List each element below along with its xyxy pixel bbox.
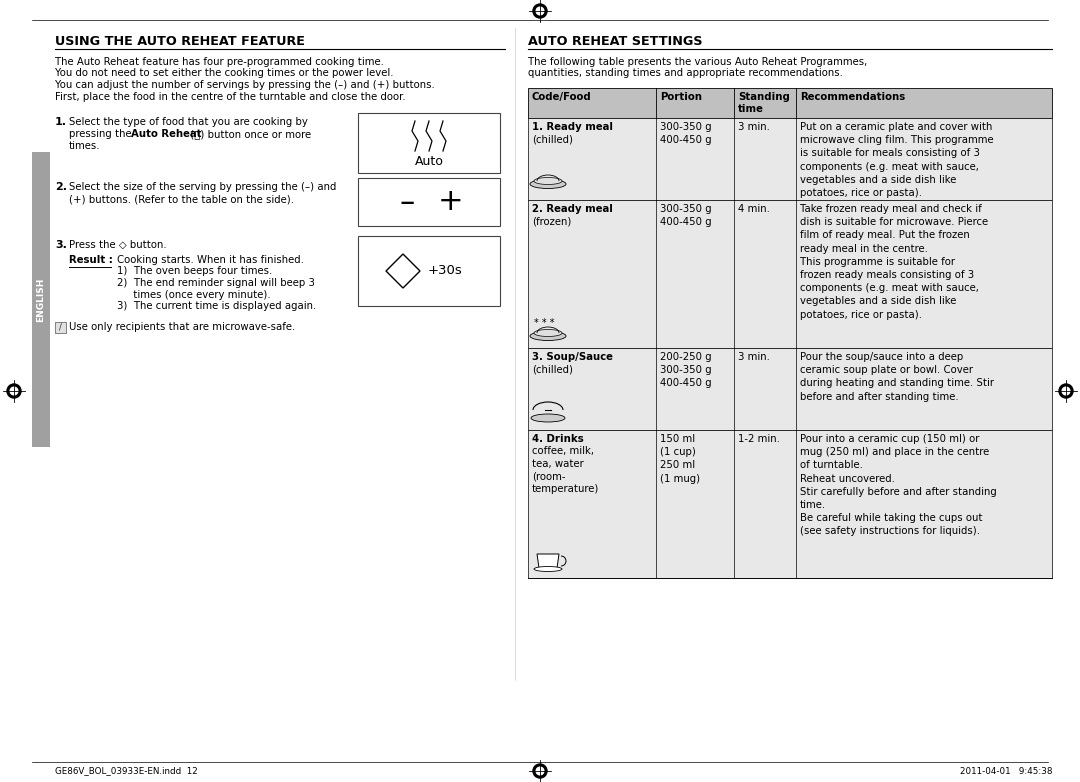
Ellipse shape (534, 178, 562, 185)
Bar (357, 113, 500, 173)
Text: 4. Drinks: 4. Drinks (532, 434, 584, 444)
Text: 1-2 min.: 1-2 min. (738, 434, 780, 444)
Ellipse shape (531, 414, 565, 422)
Circle shape (10, 387, 18, 395)
Circle shape (536, 7, 544, 15)
Polygon shape (537, 554, 559, 568)
Text: The Auto Reheat feature has four pre-programmed cooking time.: The Auto Reheat feature has four pre-pro… (55, 57, 383, 67)
Text: AUTO REHEAT SETTINGS: AUTO REHEAT SETTINGS (528, 35, 702, 48)
Ellipse shape (534, 566, 562, 572)
Text: 3 min.: 3 min. (738, 122, 770, 132)
Circle shape (536, 767, 544, 775)
Text: /: / (59, 322, 62, 331)
Text: Put on a ceramic plate and cover with
microwave cling film. This programme
is su: Put on a ceramic plate and cover with mi… (800, 122, 994, 198)
Bar (528, 430, 1052, 578)
Text: 1)  The oven beeps four times.: 1) The oven beeps four times. (117, 267, 272, 277)
Text: 2.: 2. (55, 182, 67, 192)
Text: pressing the: pressing the (69, 129, 135, 139)
Text: ENGLISH: ENGLISH (37, 278, 45, 321)
Text: quantities, standing times and appropriate recommendations.: quantities, standing times and appropria… (528, 69, 842, 78)
Text: Cooking starts. When it has finished.: Cooking starts. When it has finished. (117, 255, 303, 265)
Text: 2011-04-01   9:45:38: 2011-04-01 9:45:38 (959, 766, 1052, 776)
Text: (chilled): (chilled) (532, 134, 573, 144)
Bar (528, 88, 1052, 118)
Circle shape (1062, 387, 1070, 395)
Text: Auto: Auto (415, 155, 444, 168)
Text: Pour into a ceramic cup (150 ml) or
mug (250 ml) and place in the centre
of turn: Pour into a ceramic cup (150 ml) or mug … (800, 434, 997, 536)
Bar (528, 200, 1052, 348)
Text: (+) buttons. (Refer to the table on the side).: (+) buttons. (Refer to the table on the … (69, 194, 294, 204)
Text: 1.: 1. (55, 117, 67, 127)
Text: Press the ◇ button.: Press the ◇ button. (69, 240, 166, 250)
Text: 2)  The end reminder signal will beep 3: 2) The end reminder signal will beep 3 (117, 278, 315, 288)
Bar (528, 118, 1052, 200)
Text: First, place the food in the centre of the turntable and close the door.: First, place the food in the centre of t… (55, 91, 406, 102)
Text: (chilled): (chilled) (532, 364, 573, 374)
Text: GE86V_BOL_03933E-EN.indd  12: GE86V_BOL_03933E-EN.indd 12 (55, 766, 198, 776)
Text: Code/Food: Code/Food (532, 92, 592, 102)
Text: 4 min.: 4 min. (738, 204, 770, 214)
Text: Select the type of food that you are cooking by: Select the type of food that you are coo… (69, 117, 308, 127)
Circle shape (534, 764, 546, 778)
Text: You do not need to set either the cooking times or the power level.: You do not need to set either the cookin… (55, 69, 393, 78)
Text: 1. Ready meal: 1. Ready meal (532, 122, 613, 132)
Text: You can adjust the number of servings by pressing the (–) and (+) buttons.: You can adjust the number of servings by… (55, 80, 435, 90)
Text: 3 min.: 3 min. (738, 352, 770, 362)
Text: +: + (438, 188, 463, 217)
Text: 3)  The current time is displayed again.: 3) The current time is displayed again. (117, 301, 316, 311)
Text: Portion: Portion (660, 92, 702, 102)
Circle shape (534, 4, 546, 18)
Text: 300-350 g
400-450 g: 300-350 g 400-450 g (660, 204, 712, 228)
Text: Use only recipients that are microwave-safe.: Use only recipients that are microwave-s… (69, 321, 295, 332)
Text: Recommendations: Recommendations (800, 92, 905, 102)
Text: Select the size of the serving by pressing the (–) and: Select the size of the serving by pressi… (69, 182, 336, 192)
Text: coffee, milk,
tea, water
(room-
temperature): coffee, milk, tea, water (room- temperat… (532, 446, 599, 494)
Bar (32, 152, 50, 447)
Text: Auto Reheat: Auto Reheat (131, 129, 202, 139)
Text: Standing
time: Standing time (738, 92, 789, 114)
Text: (frozen): (frozen) (532, 216, 571, 226)
Text: (Ⓢ) button once or more: (Ⓢ) button once or more (187, 129, 311, 139)
Text: Result :: Result : (69, 255, 113, 265)
Text: The following table presents the various Auto Reheat Programmes,: The following table presents the various… (528, 57, 867, 67)
Text: 12: 12 (534, 766, 546, 776)
Bar (55, 321, 66, 332)
Bar (528, 348, 1052, 430)
Text: –: – (400, 188, 415, 217)
Text: 3. Soup/Sauce: 3. Soup/Sauce (532, 352, 612, 362)
Text: times.: times. (69, 141, 100, 151)
Text: +30s: +30s (428, 264, 462, 278)
Text: Take frozen ready meal and check if
dish is suitable for microwave. Pierce
film : Take frozen ready meal and check if dish… (800, 204, 988, 320)
Bar (357, 236, 500, 306)
Text: times (once every minute).: times (once every minute). (117, 289, 271, 300)
Text: USING THE AUTO REHEAT FEATURE: USING THE AUTO REHEAT FEATURE (55, 35, 305, 48)
Text: 200-250 g
300-350 g
400-450 g: 200-250 g 300-350 g 400-450 g (660, 352, 712, 389)
Text: 300-350 g
400-450 g: 300-350 g 400-450 g (660, 122, 712, 145)
Ellipse shape (534, 329, 562, 336)
Text: Pour the soup/sauce into a deep
ceramic soup plate or bowl. Cover
during heating: Pour the soup/sauce into a deep ceramic … (800, 352, 994, 402)
Text: * * *: * * * (534, 318, 554, 328)
Bar (357, 178, 500, 226)
Circle shape (6, 384, 21, 398)
Text: 3.: 3. (55, 240, 67, 250)
FancyBboxPatch shape (32, 152, 50, 447)
Circle shape (1059, 384, 1074, 398)
Polygon shape (386, 254, 420, 288)
Ellipse shape (530, 180, 566, 188)
Text: 2. Ready meal: 2. Ready meal (532, 204, 612, 214)
Text: 150 ml
(1 cup)
250 ml
(1 mug): 150 ml (1 cup) 250 ml (1 mug) (660, 434, 700, 483)
Ellipse shape (530, 332, 566, 340)
